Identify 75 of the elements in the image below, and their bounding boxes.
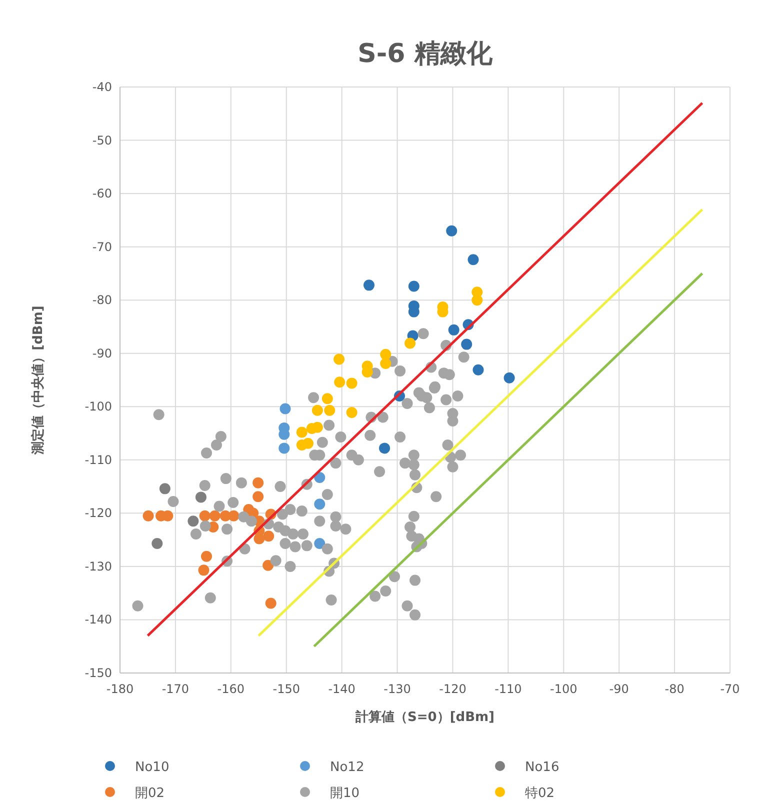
point — [199, 510, 210, 522]
point — [346, 378, 358, 389]
x-tick-label: -70 — [720, 682, 740, 696]
y-tick-label: -150 — [84, 666, 112, 680]
y-tick-label: -60 — [92, 186, 112, 201]
x-tick-label: -110 — [494, 682, 522, 696]
point — [254, 533, 265, 544]
y-axis-title: 測定値（中央値）[dBm] — [30, 306, 46, 456]
point — [446, 225, 458, 236]
point — [209, 510, 220, 522]
legend-label: No10 — [135, 760, 170, 775]
legend-label: No12 — [330, 760, 364, 775]
x-tick-label: -150 — [272, 682, 300, 696]
point — [334, 376, 346, 388]
point — [302, 438, 314, 449]
legend-label: 特02 — [525, 786, 555, 801]
point — [280, 403, 291, 414]
point — [252, 491, 264, 502]
legend-label: 開10 — [330, 786, 360, 801]
point — [346, 406, 358, 418]
point — [265, 598, 276, 609]
point — [314, 538, 326, 550]
point — [334, 354, 345, 365]
point — [263, 530, 274, 542]
point — [404, 338, 416, 349]
x-tick-label: -180 — [106, 682, 134, 696]
y-tick-label: -90 — [92, 346, 112, 360]
x-tick-label: -160 — [217, 682, 245, 696]
point — [314, 498, 326, 510]
point — [448, 324, 460, 336]
point — [468, 254, 479, 266]
x-tick-label: -140 — [328, 682, 356, 696]
point — [262, 560, 274, 571]
point — [201, 550, 212, 562]
y-tick-label: -80 — [92, 293, 112, 308]
legend-label: 開02 — [135, 786, 165, 801]
point — [324, 404, 336, 416]
point — [228, 510, 240, 522]
point — [252, 477, 264, 488]
point — [152, 538, 163, 550]
point — [278, 442, 290, 454]
x-tick-label: -120 — [439, 682, 466, 696]
point — [363, 280, 374, 291]
y-tick-label: -130 — [84, 559, 112, 574]
point — [198, 564, 210, 576]
y-tick-label: -70 — [92, 240, 112, 254]
point — [296, 426, 308, 438]
point — [504, 372, 515, 384]
point — [159, 483, 170, 494]
chart-title: S-6 精緻化 — [358, 39, 494, 69]
x-tick-label: -130 — [384, 682, 411, 696]
y-tick-label: -40 — [92, 80, 112, 94]
x-axis-title: 計算値（S=0）[dBm] — [354, 709, 494, 725]
point — [461, 338, 472, 350]
point — [142, 510, 154, 522]
legend-label: No16 — [525, 760, 560, 775]
x-tick-label: -170 — [162, 682, 190, 696]
point — [312, 404, 323, 416]
point — [379, 442, 390, 454]
point — [380, 348, 392, 360]
y-tick-label: -100 — [84, 400, 112, 414]
point — [408, 280, 420, 292]
point — [188, 516, 199, 527]
point — [322, 393, 333, 404]
point — [472, 364, 484, 376]
point — [472, 294, 483, 306]
x-tick-label: -100 — [550, 682, 578, 696]
y-tick-label: -50 — [92, 133, 112, 148]
x-tick-label: -80 — [664, 682, 684, 696]
x-tick-label: -90 — [609, 682, 629, 696]
y-tick-label: -110 — [84, 452, 112, 467]
point — [195, 492, 206, 503]
y-tick-label: -140 — [84, 612, 112, 627]
point — [380, 358, 392, 369]
y-tick-label: -120 — [84, 506, 112, 520]
